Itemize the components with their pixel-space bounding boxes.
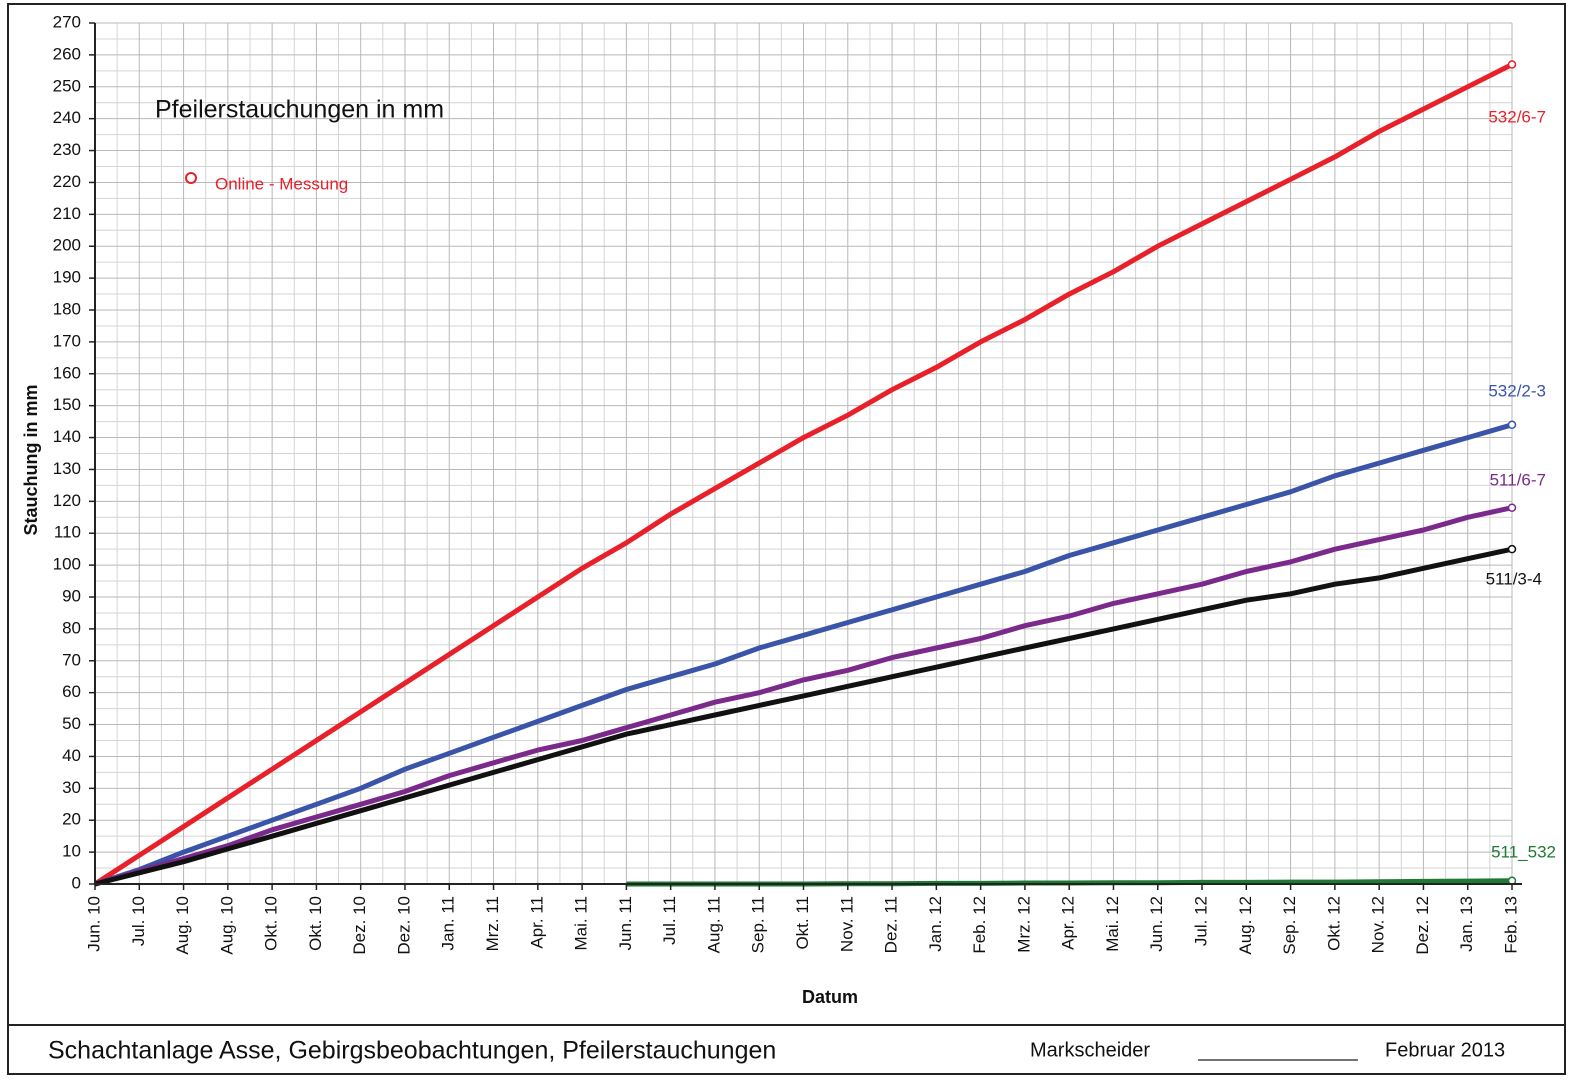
y-tick-label: 260 bbox=[53, 44, 81, 63]
y-tick-label: 240 bbox=[53, 108, 81, 127]
footer-middle: Markscheider bbox=[1030, 1039, 1150, 1061]
grid bbox=[94, 22, 1513, 885]
x-tick-label: Jun. 10 bbox=[84, 896, 103, 952]
y-tick-label: 210 bbox=[53, 204, 81, 223]
x-tick-label: Okt. 11 bbox=[793, 896, 812, 950]
y-tick-label: 50 bbox=[62, 714, 81, 733]
y-tick-label: 140 bbox=[53, 427, 81, 446]
y-tick-label: 90 bbox=[62, 586, 81, 605]
y-tick-label: 10 bbox=[62, 842, 81, 861]
series-label: 532/6-7 bbox=[1488, 107, 1546, 126]
y-tick-label: 40 bbox=[62, 746, 81, 765]
x-tick-label: Feb. 12 bbox=[970, 896, 989, 954]
x-tick-label: Sep. 11 bbox=[749, 896, 768, 953]
series-line bbox=[94, 505, 1513, 887]
y-tick-label: 110 bbox=[54, 523, 81, 542]
series-line bbox=[93, 62, 1514, 887]
y-tick-label: 150 bbox=[53, 395, 81, 414]
y-tick-label: 60 bbox=[62, 682, 81, 701]
x-tick-label: Jan. 11 bbox=[439, 896, 458, 951]
y-tick-label: 70 bbox=[62, 650, 81, 669]
x-tick-label: Jan. 13 bbox=[1457, 896, 1476, 952]
x-tick-label: Jan. 12 bbox=[926, 896, 945, 952]
y-tick-label: 160 bbox=[53, 363, 81, 382]
y-tick-label: 180 bbox=[53, 299, 81, 318]
y-tick-label: 200 bbox=[53, 236, 81, 255]
footer-right: Februar 2013 bbox=[1385, 1039, 1505, 1061]
x-tick-label: Aug. 10 bbox=[173, 896, 192, 955]
x-tick-label: Apr. 11 bbox=[527, 896, 546, 949]
x-tick-label: Aug. 10 bbox=[217, 896, 236, 955]
endpoint-marker bbox=[1507, 60, 1517, 69]
y-tick-label: 120 bbox=[53, 491, 81, 510]
y-tick-label: 100 bbox=[53, 555, 81, 574]
x-tick-label: Jul. 11 bbox=[660, 896, 679, 945]
y-tick-label: 220 bbox=[53, 172, 81, 191]
x-tick-label: Jul. 10 bbox=[129, 896, 148, 946]
legend-label: Online - Messung bbox=[215, 174, 348, 193]
x-tick-label: Okt. 10 bbox=[262, 896, 281, 951]
x-axis-label: Datum bbox=[802, 987, 858, 1007]
x-tick-label: Mai. 11 bbox=[572, 896, 591, 951]
plot bbox=[93, 60, 1517, 887]
y-tick-label: 30 bbox=[62, 778, 81, 797]
x-tick-label: Dez. 11 bbox=[882, 896, 901, 953]
x-tick-label: Mrz. 11 bbox=[483, 896, 502, 951]
legend-marker bbox=[185, 172, 197, 184]
x-tick-label: Jul. 12 bbox=[1192, 896, 1211, 946]
frame bbox=[7, 3, 1566, 1075]
x-tick-label: Dez. 12 bbox=[1413, 896, 1432, 955]
y-tick-label: 130 bbox=[53, 459, 81, 478]
series-line bbox=[94, 546, 1513, 887]
y-axis-label: Stauchung in mm bbox=[21, 384, 41, 535]
x-tick-label: Okt. 12 bbox=[1324, 896, 1343, 951]
series-label: 511/6-7 bbox=[1490, 470, 1546, 489]
footer-left: Schachtanlage Asse, Gebirgsbeobachtungen… bbox=[48, 1037, 776, 1065]
x-tick-label: Okt. 10 bbox=[306, 896, 325, 951]
y-tick-label: 0 bbox=[72, 873, 81, 892]
x-tick-label: Aug. 11 bbox=[704, 896, 723, 953]
x-tick-label: Aug. 12 bbox=[1236, 896, 1255, 955]
series-line bbox=[94, 422, 1513, 887]
x-tick-label: Nov. 12 bbox=[1369, 896, 1388, 953]
endpoint-marker bbox=[1507, 544, 1517, 554]
endpoint-marker bbox=[1507, 503, 1517, 512]
x-tick-label: Jun. 12 bbox=[1147, 896, 1166, 952]
x-tick-label: Jun. 11 bbox=[616, 896, 635, 951]
x-tick-label: Dez. 10 bbox=[350, 896, 369, 955]
series-label: 511_532 bbox=[1491, 842, 1556, 861]
series-label: 511/3-4 bbox=[1486, 569, 1542, 588]
x-tick-label: Nov. 11 bbox=[837, 896, 856, 952]
series-label: 532/2-3 bbox=[1488, 381, 1546, 400]
chart-title: Pfeilerstauchungen in mm bbox=[155, 96, 444, 124]
endpoint-marker bbox=[1507, 420, 1517, 430]
x-tick-label: Mai. 12 bbox=[1103, 896, 1122, 952]
y-tick-label: 270 bbox=[53, 12, 81, 31]
y-tick-label: 170 bbox=[53, 331, 81, 350]
y-tick-label: 20 bbox=[62, 810, 81, 829]
x-tick-label: Dez. 10 bbox=[394, 896, 413, 955]
x-tick-label: Feb. 13 bbox=[1501, 896, 1520, 954]
y-tick-label: 80 bbox=[62, 618, 81, 637]
y-tick-label: 230 bbox=[53, 140, 81, 159]
y-tick-label: 250 bbox=[53, 76, 81, 95]
x-tick-label: Mrz. 12 bbox=[1014, 896, 1033, 953]
x-tick-label: Sep. 12 bbox=[1280, 896, 1299, 955]
x-tick-label: Apr. 12 bbox=[1059, 896, 1078, 950]
y-tick-label: 190 bbox=[53, 268, 81, 287]
